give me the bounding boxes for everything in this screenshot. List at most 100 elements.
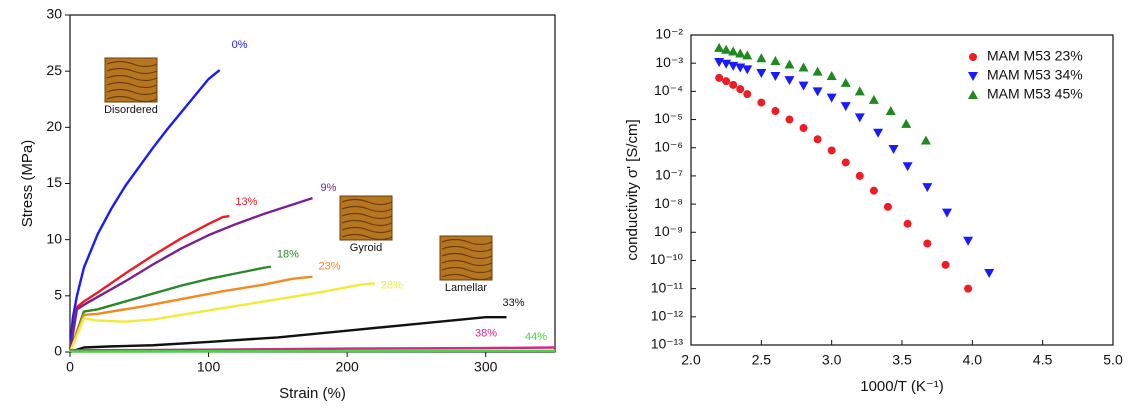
y-tick-label: 30 [46, 6, 62, 22]
y-tick-label: 20 [46, 118, 62, 134]
data-point [841, 158, 850, 167]
curve-label: 23% [319, 261, 341, 273]
x-tick-label: 4.5 [1033, 352, 1053, 368]
data-point [735, 48, 746, 58]
inset-label: Lamellar [445, 282, 488, 294]
curve [68, 69, 221, 353]
data-point [888, 145, 899, 155]
x-tick-label: 5.0 [1103, 352, 1123, 368]
x-axis-title: 1000/T (K⁻¹) [860, 378, 944, 395]
y-axis-title: conductivity σ' [S/cm] [624, 119, 641, 260]
inset-label: Disordered [104, 104, 158, 116]
curve-label: 44% [525, 331, 547, 343]
data-point [903, 219, 912, 228]
inset-texture [106, 88, 158, 96]
curve [69, 349, 556, 353]
inset-texture [441, 252, 493, 260]
curve-label: 38% [475, 327, 497, 339]
data-point [963, 236, 974, 246]
data-point [812, 66, 823, 76]
data-point [885, 106, 896, 116]
data-point [770, 55, 781, 65]
data-point [813, 135, 822, 144]
data-point [743, 90, 752, 99]
y-tick-label: 10⁻² [655, 26, 683, 42]
curve [69, 315, 507, 354]
data-point [742, 65, 753, 75]
y-tick-label: 10⁻¹² [651, 308, 684, 324]
x-axis-title: Strain (%) [279, 385, 346, 402]
data-point [826, 71, 837, 81]
legend-label: MAM M53 23% [987, 48, 1083, 64]
data-point [826, 93, 837, 103]
y-tick-label: 10⁻¹⁰ [650, 251, 684, 267]
y-tick-label: 10⁻⁹ [654, 223, 683, 239]
data-point [812, 87, 823, 97]
inset-texture [106, 74, 158, 82]
y-tick-label: 10⁻⁴ [654, 82, 683, 98]
y-tick-label: 10⁻⁷ [655, 167, 683, 183]
inset-texture [441, 266, 493, 274]
y-tick-label: 10⁻⁵ [654, 110, 683, 126]
data-point [942, 208, 953, 218]
curve [68, 265, 272, 353]
curve [68, 282, 375, 353]
inset-texture [341, 233, 393, 241]
legend-marker [968, 72, 978, 81]
data-point [901, 118, 912, 128]
data-point [827, 146, 836, 155]
data-point [756, 68, 767, 78]
y-tick-label: 15 [46, 174, 62, 190]
y-axis-title: Stress (MPa) [19, 140, 36, 228]
data-point [883, 202, 892, 211]
inset-texture [341, 198, 393, 206]
data-point [729, 80, 738, 89]
x-tick-label: 300 [474, 359, 498, 375]
inset-texture [106, 81, 158, 89]
data-point [798, 62, 809, 72]
inset-texture [341, 219, 393, 227]
y-tick-label: 10⁻⁸ [654, 195, 683, 211]
data-point [784, 59, 795, 69]
curve-label: 9% [321, 182, 337, 194]
inset-texture [106, 60, 158, 68]
inset-texture [441, 245, 493, 253]
data-point [855, 171, 864, 180]
inset-texture [441, 238, 493, 246]
curve-label: 33% [503, 297, 525, 309]
data-point [728, 46, 739, 56]
data-point [728, 61, 739, 71]
curve-label: 0% [232, 39, 248, 51]
curve-label: 13% [235, 196, 257, 208]
data-point [770, 72, 781, 82]
x-tick-label: 200 [335, 359, 359, 375]
inset-texture [106, 67, 158, 75]
inset-texture [441, 259, 493, 267]
curve [68, 214, 230, 353]
data-point [840, 77, 851, 87]
legend-marker [969, 53, 977, 61]
data-point [742, 50, 753, 60]
data-point [722, 77, 731, 86]
inset-label: Gyroid [350, 242, 382, 254]
inset-texture [341, 212, 393, 220]
data-point [757, 98, 766, 107]
data-point [799, 124, 808, 133]
x-tick-label: 3.5 [892, 352, 912, 368]
data-point [784, 76, 795, 86]
data-point [854, 86, 865, 96]
y-tick-label: 10⁻³ [655, 54, 683, 70]
legend-label: MAM M53 34% [987, 67, 1083, 83]
data-point [785, 115, 794, 124]
data-point [923, 239, 932, 248]
data-point [984, 268, 995, 278]
data-point [714, 42, 725, 52]
y-tick-label: 0 [54, 343, 62, 359]
x-tick-label: 3.0 [822, 352, 842, 368]
curve [68, 275, 313, 353]
x-tick-label: 4.0 [963, 352, 983, 368]
y-tick-label: 10 [46, 230, 62, 246]
inset-texture [341, 205, 393, 213]
curve [69, 346, 556, 352]
